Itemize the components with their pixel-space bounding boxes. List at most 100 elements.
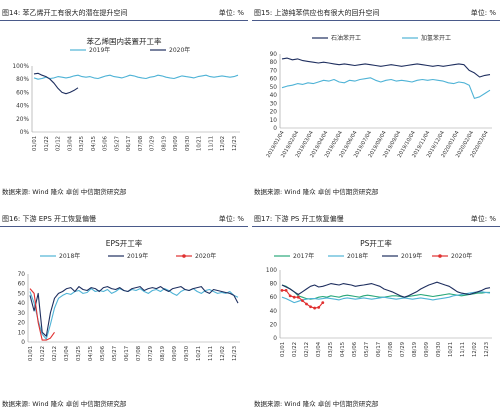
legend-label-2019年: 2019年 xyxy=(127,252,148,260)
data-point-2020年 xyxy=(280,289,284,292)
data-point-2020年 xyxy=(321,301,325,305)
x-tick-label: 07/29 xyxy=(148,346,154,361)
y-tick-label: 50 xyxy=(18,291,26,297)
series-line-2018年 xyxy=(29,288,239,340)
series-line-加氢苯开工 xyxy=(281,77,491,99)
x-tick-label: 12/02 xyxy=(472,342,478,357)
data-point-2020年 xyxy=(317,306,321,309)
series-line-石油苯开工 xyxy=(281,57,491,78)
data-point-2020年 xyxy=(296,295,300,299)
data-point-2020年 xyxy=(292,295,296,299)
chart-14-svg: 2019年 2020年 100% 80% 60% 40% 20% 0%01/01 01/22 02… xyxy=(12,46,240,151)
y-tick-label: 20% xyxy=(16,117,29,123)
data-point-2020年 xyxy=(284,289,288,292)
legend-label-2020年: 2020年 xyxy=(451,252,472,260)
figure-caption: 图15: 上游纯苯供应也有很大的回升空间 xyxy=(254,9,380,17)
y-tick-label: 100% xyxy=(12,64,29,70)
figure-caption: 图17: 下游 PS 开工恢复偏慢 xyxy=(254,215,344,223)
x-tick-label: 01/01 xyxy=(32,136,38,151)
y-tick-label: 10 xyxy=(18,330,26,336)
x-tick-label: 09/30 xyxy=(185,136,191,151)
x-tick-label: 05/06 xyxy=(103,136,109,151)
x-tick-label: 01/22 xyxy=(40,346,46,361)
y-tick-label: 40% xyxy=(16,104,29,110)
data-source: 数据来源: Wind 隆众 卓创 中信期货研究部 xyxy=(254,400,379,408)
x-tick-label: 11/11 xyxy=(208,346,214,361)
x-tick-label: 08/19 xyxy=(412,342,418,357)
data-point-2020年 xyxy=(309,305,312,309)
x-tick-label: 06/17 xyxy=(124,346,130,361)
chart-17-svg: 2017年 2018年 2019年 2020年 100 80 60 40 20 001/01 01/… xyxy=(266,252,492,357)
unit-label: 单位: % xyxy=(470,9,496,17)
series-line-2019年 xyxy=(29,286,239,337)
x-tick-label: 03/04 xyxy=(67,135,73,151)
x-tick-label: 09/09 xyxy=(172,346,178,361)
y-tick-label: 30 xyxy=(18,311,26,317)
chart-panel-16: 图16: 下游 EPS 开工恢复偏慢 单位: % EPS开工率 2018年 201… xyxy=(0,212,248,412)
y-tick-label: 0% xyxy=(20,130,30,136)
data-point-2020年 xyxy=(300,299,304,302)
x-tick-label: 11/11 xyxy=(460,342,466,357)
chart-title: PS开工率 xyxy=(360,239,392,248)
y-tick-label: 30 xyxy=(270,101,278,107)
figure-caption: 图14: 苯乙烯开工有很大的潜在提升空间 xyxy=(2,9,128,17)
data-source: 数据来源: Wind 隆众 卓创 中信期货研究部 xyxy=(254,188,379,196)
x-tick-label: 08/19 xyxy=(160,346,166,361)
unit-label: 单位: % xyxy=(470,215,496,223)
x-tick-label: 10/21 xyxy=(196,346,202,361)
y-tick-label: 80 xyxy=(270,60,278,66)
x-tick-label: 01/22 xyxy=(44,136,50,151)
data-point-2020年 xyxy=(305,302,308,306)
x-tick-label: 08/19 xyxy=(161,136,167,151)
legend-label-加氢苯开工: 加氢苯开工 xyxy=(421,34,451,42)
y-tick-label: 20 xyxy=(270,110,278,116)
chart-panel-14: 图14: 苯乙烯开工有很大的潜在提升空间 单位: % 苯乙烯国内装置开工率 20… xyxy=(0,6,248,202)
x-tick-label: 12/23 xyxy=(232,346,238,361)
y-tick-label: 90 xyxy=(270,52,278,58)
x-tick-label: 07/08 xyxy=(138,136,144,151)
panel-header: 图14: 苯乙烯开工有很大的潜在提升空间 单位: % xyxy=(0,6,248,21)
y-tick-label: 80% xyxy=(16,77,29,83)
y-tick-label: 20 xyxy=(18,321,26,327)
x-tick-label: 05/06 xyxy=(100,346,106,361)
series-line-2020年 xyxy=(33,72,79,95)
x-tick-label: 12/02 xyxy=(220,346,226,361)
x-tick-label: 05/27 xyxy=(114,136,120,151)
chart-title: EPS开工率 xyxy=(105,239,143,248)
x-tick-label: 10/21 xyxy=(448,342,454,357)
x-tick-label: 03/25 xyxy=(79,136,85,151)
data-source: 数据来源: Wind 隆众 卓创 中信期货研究部 xyxy=(2,400,127,408)
chart-panel-17: 图17: 下游 PS 开工恢复偏慢 单位: % PS开工率 2017年 2018年… xyxy=(252,212,500,412)
legend-label-2018年: 2018年 xyxy=(59,252,80,260)
x-tick-label: 03/04 xyxy=(64,345,70,361)
series-line-2019年 xyxy=(281,281,491,298)
y-tick-label: 0 xyxy=(273,336,277,342)
legend-label-石油苯开工: 石油苯开工 xyxy=(331,34,361,42)
x-tick-label: 03/04 xyxy=(316,341,322,357)
y-tick-label: 50 xyxy=(270,85,278,91)
legend-label-2020年: 2020年 xyxy=(169,46,190,54)
y-tick-label: 70 xyxy=(18,272,26,278)
y-tick-label: 60 xyxy=(270,295,278,301)
x-tick-label: 02/12 xyxy=(304,342,310,357)
y-tick-label: 60% xyxy=(16,90,29,96)
x-tick-label: 12/02 xyxy=(220,136,226,151)
y-tick-label: 100 xyxy=(266,268,277,274)
x-tick-label: 07/08 xyxy=(388,342,394,357)
x-tick-label: 02/12 xyxy=(56,136,62,151)
x-tick-label: 06/17 xyxy=(376,342,382,357)
data-point-2020年 xyxy=(313,306,317,310)
y-tick-label: 40 xyxy=(270,309,278,315)
x-tick-label: 02/12 xyxy=(52,346,58,361)
chart-title: 苯乙烯国内装置开工率 xyxy=(86,37,162,46)
panel-header: 图17: 下游 PS 开工恢复偏慢 单位: % xyxy=(252,212,500,227)
x-tick-label: 12/23 xyxy=(232,136,238,151)
x-tick-label: 10/21 xyxy=(197,136,203,151)
legend-label-2019年: 2019年 xyxy=(401,252,422,260)
x-tick-label: 09/09 xyxy=(424,342,430,357)
y-tick-label: 40 xyxy=(18,301,26,307)
x-tick-label: 01/01 xyxy=(28,346,34,361)
y-tick-label: 60 xyxy=(270,77,278,83)
data-point-2020年 xyxy=(288,294,292,298)
y-tick-label: 20 xyxy=(270,322,278,328)
